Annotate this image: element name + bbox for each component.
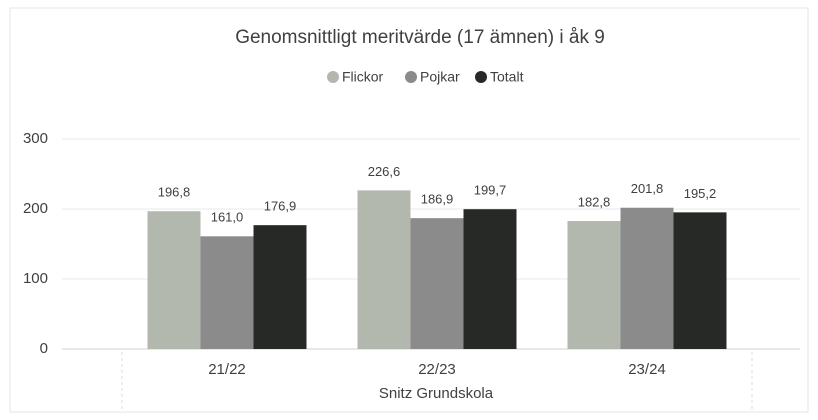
data-label: 195,2 xyxy=(684,186,717,201)
chart-title: Genomsnittligt meritvärde (17 ämnen) i å… xyxy=(235,27,605,48)
bar xyxy=(463,209,517,349)
y-tick-label: 100 xyxy=(23,270,48,287)
data-label: 186,9 xyxy=(421,192,454,207)
bar xyxy=(567,221,621,349)
data-label: 201,8 xyxy=(631,181,664,196)
legend-swatch xyxy=(405,71,417,83)
x-tick-label: 22/23 xyxy=(418,361,456,378)
data-label: 199,7 xyxy=(474,183,507,198)
legend-label: Totalt xyxy=(490,69,524,85)
x-tick-label: 23/24 xyxy=(628,361,666,378)
legend-swatch xyxy=(327,71,339,83)
bar xyxy=(147,211,201,349)
legend-swatch xyxy=(475,71,487,83)
legend-label: Flickor xyxy=(342,69,384,85)
bar xyxy=(253,225,307,349)
data-label: 226,6 xyxy=(368,164,401,179)
x-tick-label: 21/22 xyxy=(208,361,246,378)
data-label: 182,8 xyxy=(578,194,611,209)
bar xyxy=(620,207,674,349)
x-axis-label: Snitz Grundskola xyxy=(379,385,494,402)
data-label: 196,8 xyxy=(158,185,191,200)
data-label: 161,0 xyxy=(211,210,244,225)
bar xyxy=(200,236,254,349)
y-tick-label: 200 xyxy=(23,200,48,217)
y-tick-label: 300 xyxy=(23,130,48,147)
data-label: 176,9 xyxy=(264,199,297,214)
y-tick-label: 0 xyxy=(40,340,48,357)
bar xyxy=(673,212,727,349)
bar xyxy=(357,190,411,349)
legend-label: Pojkar xyxy=(420,69,460,85)
bar xyxy=(410,218,464,349)
